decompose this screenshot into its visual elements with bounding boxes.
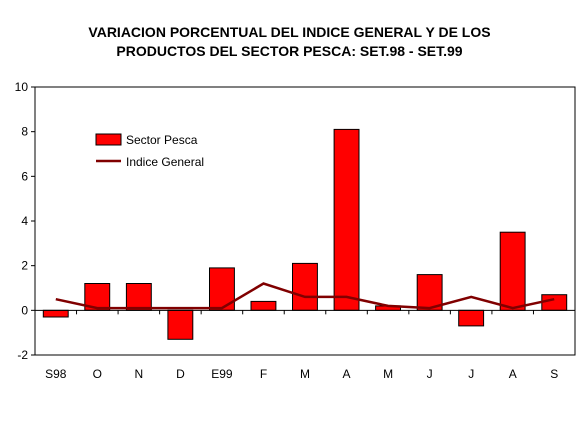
y-tick-label-1: 0 xyxy=(21,303,28,317)
axes: -2 0 2 4 6 8 10 S98 O N D E99 F M A M J J A S xyxy=(15,80,576,381)
x-tick-label-4: E99 xyxy=(211,367,233,381)
bar-series-sector-pesca xyxy=(42,128,568,340)
legend-swatch-sector-pesca xyxy=(95,133,122,146)
x-tick-label-11: A xyxy=(509,367,517,381)
bar-10 xyxy=(458,309,485,327)
y-tick-label-3: 4 xyxy=(21,214,28,228)
x-tick-label-3: D xyxy=(176,367,185,381)
x-tick-label-2: N xyxy=(134,367,143,381)
y-tick-label-2: 2 xyxy=(21,259,28,273)
line-series-indice-general xyxy=(55,282,555,310)
bar-6 xyxy=(292,262,318,311)
x-tick-label-0: S98 xyxy=(45,367,67,381)
bar-3 xyxy=(167,309,194,340)
y-tick-label-5: 8 xyxy=(21,125,28,139)
x-tick-label-5: F xyxy=(260,367,267,381)
x-tick-label-10: J xyxy=(468,367,474,381)
chart-title-line1: VARIACION PORCENTUAL DEL INDICE GENERAL … xyxy=(88,24,491,40)
legend-label-indice-general: Indice General xyxy=(126,155,204,169)
x-tick-label-1: O xyxy=(93,367,102,381)
bar-5 xyxy=(250,300,277,311)
x-tick-label-6: M xyxy=(300,367,310,381)
bar-11 xyxy=(499,231,526,311)
legend: Sector Pesca Indice General xyxy=(95,133,204,169)
bar-12 xyxy=(541,294,568,311)
bar-2 xyxy=(125,283,152,311)
bar-0 xyxy=(42,309,69,318)
bar-9 xyxy=(416,274,443,311)
x-tick-label-7: A xyxy=(342,367,350,381)
y-tick-label-4: 6 xyxy=(21,169,28,183)
chart-title-line2: PRODUCTOS DEL SECTOR PESCA: SET.98 - SET… xyxy=(116,43,463,59)
line-indice-general xyxy=(55,282,555,310)
y-tick-label-0: -2 xyxy=(17,348,28,362)
x-tick-label-8: M xyxy=(383,367,393,381)
y-tick-label-6: 10 xyxy=(15,80,29,94)
plot-frame xyxy=(34,86,576,356)
x-tick-label-12: S xyxy=(550,367,558,381)
bar-7 xyxy=(333,128,360,311)
x-tick-label-9: J xyxy=(427,367,433,381)
legend-label-sector-pesca: Sector Pesca xyxy=(126,133,198,147)
